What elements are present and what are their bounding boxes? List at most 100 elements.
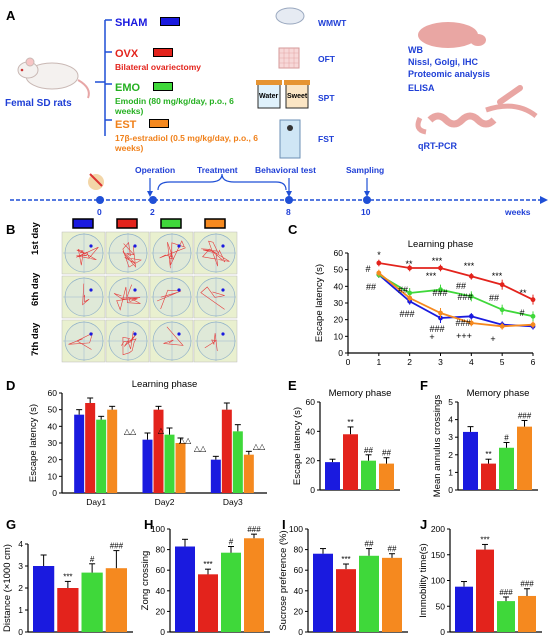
swim-path: [121, 331, 137, 356]
bar: [518, 595, 536, 632]
swim-path: [159, 240, 186, 269]
y-tick-label: 40: [294, 586, 304, 596]
y-tick-label: 20: [156, 606, 166, 616]
y-tick-label: 20: [294, 606, 304, 616]
x-tick-label: 0: [346, 357, 351, 367]
platform-marker: [89, 332, 93, 336]
timeline-event: Sampling: [346, 165, 385, 175]
group-name: EST: [115, 119, 137, 131]
forced-swim-icon: [279, 119, 301, 159]
blood-icon: [497, 85, 523, 105]
bar: [105, 568, 127, 632]
significance-mark: +++: [456, 331, 472, 341]
y-tick-label: 60: [48, 388, 58, 398]
data-point: [438, 287, 443, 293]
y-tick-label: 20: [306, 456, 316, 466]
y-tick-label: 100: [289, 524, 303, 534]
platform-marker: [133, 332, 137, 336]
timeline-event: Operation: [135, 165, 176, 175]
significance-mark: ##: [366, 282, 376, 292]
y-tick-label: 200: [431, 524, 445, 534]
significance-mark: ###: [520, 580, 534, 589]
y-tick-label: 1: [448, 467, 453, 477]
significance-mark: ###: [518, 411, 532, 420]
group-name: OVX: [115, 48, 139, 60]
group-name: EMO: [115, 82, 141, 94]
platform-marker: [133, 244, 137, 248]
platform-marker: [221, 332, 225, 336]
data-point: [468, 313, 474, 319]
data-point: [530, 313, 536, 319]
y-tick-label: 60: [306, 397, 316, 407]
y-tick-label: 50: [48, 405, 58, 415]
group-ovx: OVX Bilateral ovariectomy: [115, 44, 201, 72]
test-fst: FST: [318, 134, 335, 144]
bar: [343, 434, 358, 490]
open-field-icon: [278, 47, 300, 69]
bar: [499, 447, 514, 490]
legend-swatch: [148, 119, 169, 128]
significance-mark: △△: [124, 427, 137, 436]
significance-mark: #: [519, 308, 524, 318]
platform-marker: [133, 288, 137, 292]
y-tick-label: 40: [306, 426, 316, 436]
group-swatch: [204, 218, 226, 229]
platform-marker: [177, 244, 181, 248]
timeline-tick: 8: [286, 207, 291, 217]
brain-icon: [418, 22, 486, 48]
significance-mark: #: [229, 538, 234, 547]
y-tick-label: 50: [436, 601, 446, 611]
y-tick-label: 1: [18, 605, 23, 615]
y-tick-label: 50: [334, 265, 344, 275]
bar: [96, 419, 107, 493]
chart-title: Memory phase: [467, 388, 530, 399]
panel-label-d: D: [6, 378, 16, 393]
bar: [463, 431, 478, 490]
y-tick-label: 40: [334, 281, 344, 291]
significance-mark: △: [158, 426, 165, 435]
significance-mark: ***: [480, 535, 489, 544]
bar: [361, 460, 376, 490]
x-tick-label: Day2: [155, 497, 175, 507]
swim-path: [200, 286, 225, 310]
bar: [153, 409, 164, 493]
analysis-item: Nissl, Golgi, IHC: [408, 57, 479, 67]
y-axis-label: Distance (×1000 cm): [2, 544, 13, 632]
bar: [382, 557, 402, 632]
bar: [33, 566, 55, 632]
swim-path: [76, 246, 99, 266]
group-sham: SHAM: [115, 13, 180, 31]
bar: [142, 439, 153, 493]
bar: [497, 601, 515, 632]
platform-marker: [89, 244, 93, 248]
bar: [74, 414, 85, 493]
analysis-list: WB Nissl, Golgi, IHC Proteomic analysis …: [408, 44, 490, 94]
data-point: [468, 320, 474, 326]
swim-path: [113, 284, 141, 311]
legend-swatch: [159, 17, 180, 26]
significance-mark: ***: [63, 572, 72, 581]
x-tick-label: 1: [376, 357, 381, 367]
significance-mark: +: [490, 334, 495, 344]
y-tick-label: 4: [448, 415, 453, 425]
data-point: [530, 322, 536, 328]
group-swatch: [160, 218, 182, 229]
significance-mark: **: [485, 450, 491, 459]
test-spt: SPT: [318, 93, 335, 103]
y-tick-label: 2: [448, 450, 453, 460]
bar: [210, 459, 221, 493]
y-tick-label: 0: [160, 627, 165, 637]
significance-mark: ***: [341, 555, 350, 564]
significance-mark: ###: [432, 288, 447, 298]
legend-swatch: [152, 48, 173, 57]
group-emo: EMO Emodin (80 mg/kg/day, p.o., 6 weeks): [115, 78, 255, 116]
bar: [85, 403, 96, 493]
data-point: [407, 295, 413, 301]
bar: [476, 549, 494, 632]
data-point: [530, 297, 536, 303]
bar: [379, 463, 394, 490]
significance-mark: ***: [432, 256, 443, 266]
intestine-icon: [415, 103, 538, 135]
panel-label-e: E: [288, 378, 297, 393]
surgery-icon: [88, 173, 104, 190]
